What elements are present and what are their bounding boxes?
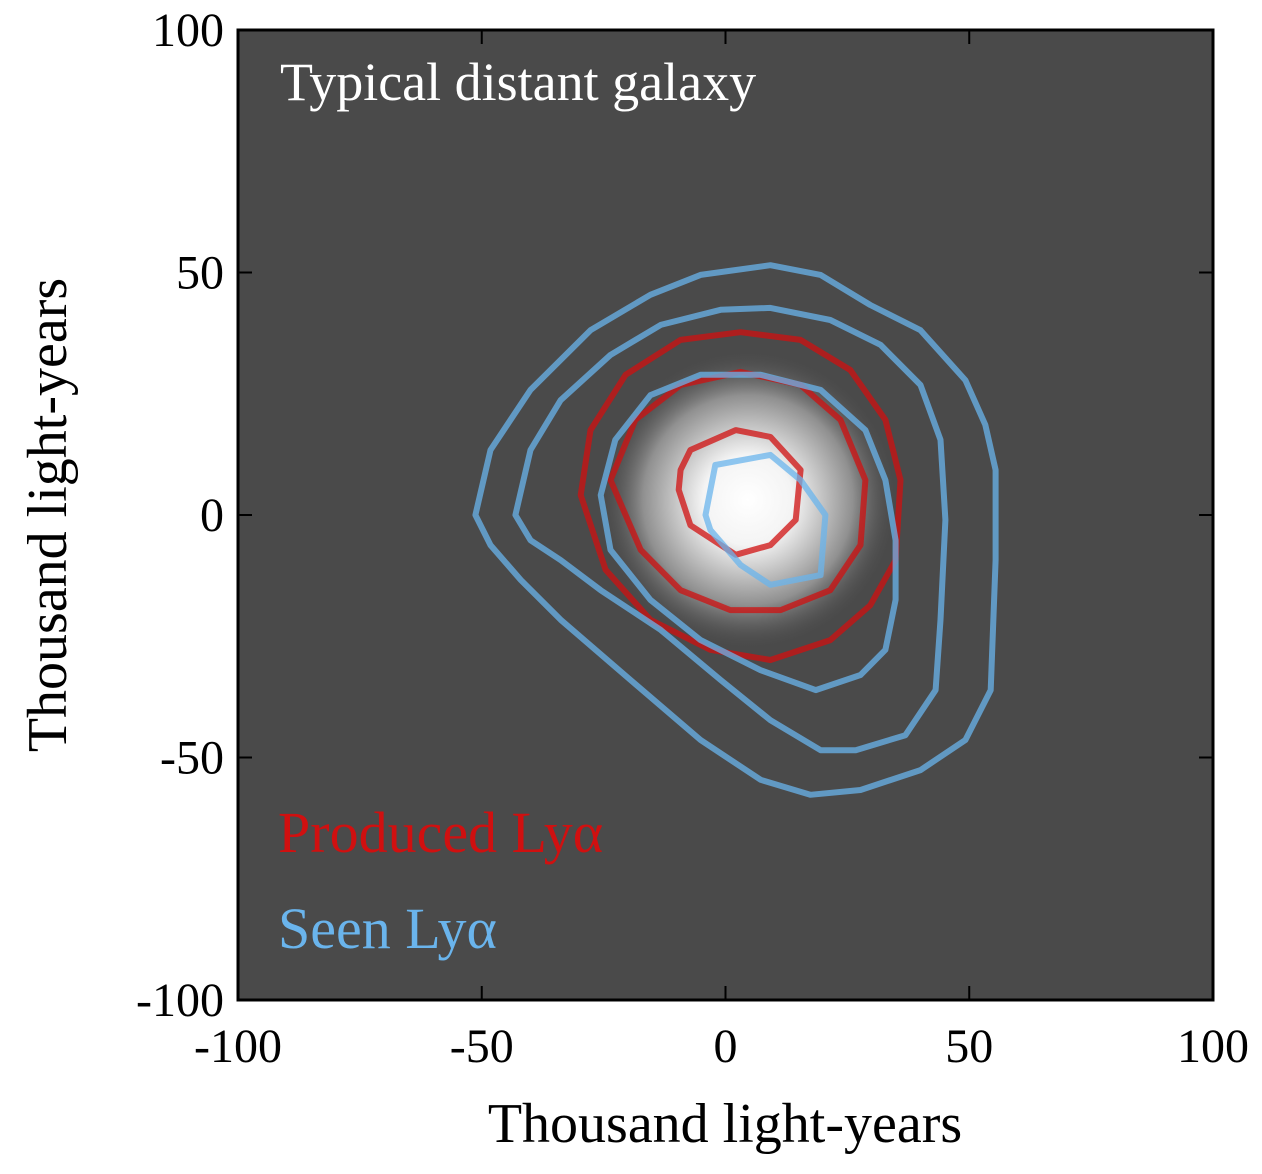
contour-line xyxy=(675,427,804,558)
y-tick-label: -100 xyxy=(136,974,224,1027)
contour-line xyxy=(512,304,949,754)
x-tick-label: -100 xyxy=(194,1020,282,1073)
y-tick-label: 0 xyxy=(200,489,224,542)
plot-area xyxy=(238,30,1213,1000)
x-axis-label: Thousand light-years xyxy=(488,1093,962,1155)
x-tick-label: 50 xyxy=(945,1020,993,1073)
contour-line xyxy=(607,368,869,614)
y-tick-label: 100 xyxy=(152,4,224,57)
contour-line xyxy=(702,451,829,588)
chart-title: Typical distant galaxy xyxy=(280,52,756,112)
x-tick-label: -50 xyxy=(450,1020,514,1073)
legend-entry: Seen Lyα xyxy=(278,896,497,961)
contour-line xyxy=(597,371,899,694)
x-tick-label: 0 xyxy=(714,1020,738,1073)
y-tick-label: -50 xyxy=(160,732,224,785)
legend-entry: Produced Lyα xyxy=(278,800,603,865)
contour-line xyxy=(577,329,904,663)
y-tick-label: 50 xyxy=(176,247,224,300)
x-tick-label: 100 xyxy=(1177,1020,1249,1073)
galaxy-glow xyxy=(238,30,1213,1000)
contour-line xyxy=(472,262,999,798)
y-axis-label: Thousand light-years xyxy=(17,278,79,752)
